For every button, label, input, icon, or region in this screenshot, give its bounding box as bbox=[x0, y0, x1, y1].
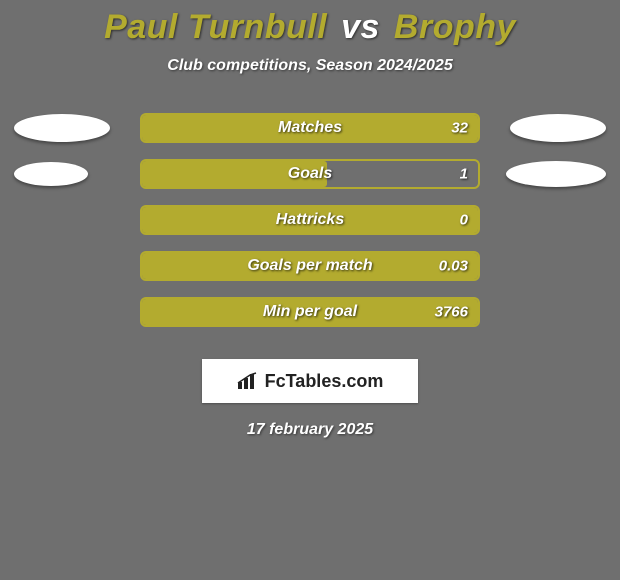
stat-value: 3766 bbox=[435, 304, 468, 321]
stat-label: Matches bbox=[142, 119, 478, 137]
stat-label: Goals per match bbox=[142, 257, 478, 275]
stat-label: Min per goal bbox=[142, 303, 478, 321]
left-ellipse bbox=[14, 114, 110, 142]
comparison-infographic: Paul Turnbull vs Brophy Club competition… bbox=[0, 0, 620, 580]
subtitle: Club competitions, Season 2024/2025 bbox=[0, 57, 620, 75]
stat-bar: Min per goal3766 bbox=[140, 297, 480, 327]
brand-box: FcTables.com bbox=[202, 359, 418, 403]
stat-row: Hattricks0 bbox=[0, 197, 620, 243]
stat-row: Goals1 bbox=[0, 151, 620, 197]
stat-value: 1 bbox=[460, 166, 468, 183]
stat-label: Hattricks bbox=[142, 211, 478, 229]
title: Paul Turnbull vs Brophy bbox=[0, 0, 620, 47]
right-ellipse bbox=[506, 161, 606, 187]
stat-row: Min per goal3766 bbox=[0, 289, 620, 335]
title-player1: Paul Turnbull bbox=[104, 8, 327, 46]
stat-value: 0 bbox=[460, 212, 468, 229]
stat-row: Goals per match0.03 bbox=[0, 243, 620, 289]
bars-icon bbox=[237, 372, 259, 390]
stat-value: 0.03 bbox=[439, 258, 468, 275]
stat-label: Goals bbox=[142, 165, 478, 183]
title-player2: Brophy bbox=[394, 8, 516, 46]
stat-value: 32 bbox=[451, 120, 468, 137]
right-ellipse bbox=[510, 114, 606, 142]
stat-bar: Hattricks0 bbox=[140, 205, 480, 235]
brand-text: FcTables.com bbox=[265, 371, 384, 392]
stat-bar: Goals1 bbox=[140, 159, 480, 189]
date-label: 17 february 2025 bbox=[0, 421, 620, 439]
title-vs: vs bbox=[341, 8, 380, 46]
left-ellipse bbox=[14, 162, 88, 186]
stat-rows: Matches32 Goals1 Hattricks0 Goals per match… bbox=[0, 105, 620, 335]
stat-bar: Goals per match0.03 bbox=[140, 251, 480, 281]
stat-bar: Matches32 bbox=[140, 113, 480, 143]
stat-row: Matches32 bbox=[0, 105, 620, 151]
